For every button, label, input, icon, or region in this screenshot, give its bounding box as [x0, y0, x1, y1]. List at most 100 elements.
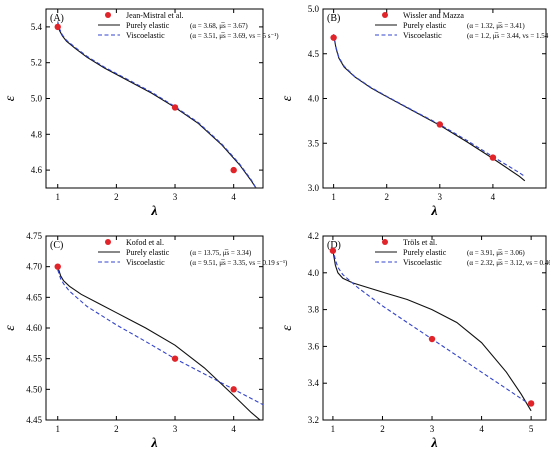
y-tick-label: 5.0: [308, 4, 320, 14]
legend-param: (α = 1.32, μ̅s = 3.41): [467, 22, 525, 30]
viscoelastic-line: [333, 33, 526, 177]
data-point: [171, 104, 179, 111]
y-tick-label: 4.0: [308, 94, 320, 104]
legend-param: (α = 1.2, μ̅s = 3.44, vs = 1.54 s⁻¹): [467, 32, 550, 40]
viscoelastic-line: [332, 248, 532, 406]
x-tick-label: 2: [380, 424, 385, 434]
legend-param: (α = 3.51, μ̅s = 3.69, vs = 5 s⁻¹): [190, 32, 279, 40]
y-tick-label: 3.2: [308, 415, 319, 425]
y-tick-label: 3.8: [308, 305, 320, 315]
x-tick-label: 1: [331, 424, 336, 434]
legend-marker: [382, 239, 388, 245]
legend-label: Viscoelastic: [126, 31, 165, 40]
y-axis-label: ε: [3, 325, 18, 331]
y-tick-label: 4.8: [31, 129, 43, 139]
x-tick-label: 2: [114, 424, 119, 434]
legend-marker: [382, 12, 388, 18]
y-axis-label: ε: [280, 95, 295, 101]
chart-panel: 1 2 3 4 4.6 4.8 5.0 5.2 5.4 λ ε (A) Jean-Mistral et …: [3, 8, 279, 219]
legend-label: Purely elastic: [403, 21, 447, 30]
x-tick-label: 3: [173, 424, 178, 434]
data-point: [330, 34, 337, 41]
y-tick-label: 4.70: [26, 262, 42, 272]
x-tick-label: 1: [55, 192, 60, 202]
viscoelastic-line: [57, 21, 257, 188]
legend-param: (α = 2.32, μ̅s = 3.12, vs = 0.46 s⁻¹): [467, 259, 550, 267]
legend-param: (α = 3.91, μ̅s = 3.06): [467, 249, 525, 257]
legend-label: Purely elastic: [126, 21, 170, 30]
x-axis-label: λ: [150, 436, 157, 451]
x-axis-label: λ: [430, 436, 437, 451]
purely-elastic-line: [57, 23, 257, 188]
y-tick-label: 3.0: [308, 183, 320, 193]
panel-label: (D): [327, 240, 341, 251]
legend-label: Purely elastic: [403, 248, 447, 257]
data-point: [54, 263, 61, 270]
chart-panel: 1 2 3 4 3.0 3.5 4.0 4.5 5.0 λ ε (B) Wissler and Mazz…: [280, 4, 550, 219]
data-point: [436, 121, 444, 128]
data-point: [329, 247, 337, 254]
data-point: [230, 166, 237, 174]
x-tick-label: 2: [114, 192, 119, 202]
y-axis-label: ε: [280, 325, 295, 331]
y-axis-label: ε: [3, 95, 18, 101]
x-tick-label: 1: [331, 192, 336, 202]
y-tick-label: 5.4: [31, 22, 43, 32]
legend-param: (α = 13.75, μ̅s = 3.34): [190, 249, 252, 257]
purely-elastic-line: [57, 266, 261, 420]
y-tick-label: 4.50: [26, 384, 42, 394]
legend-label: Viscoelastic: [126, 258, 165, 267]
purely-elastic-line: [332, 250, 532, 412]
y-tick-label: 3.4: [308, 378, 320, 388]
y-tick-label: 4.55: [26, 354, 42, 364]
x-tick-label: 3: [173, 192, 178, 202]
viscoelastic-line: [57, 269, 263, 406]
y-tick-label: 5.2: [31, 58, 42, 68]
x-tick-label: 1: [55, 424, 60, 434]
x-tick-label: 3: [438, 192, 443, 202]
legend-marker: [105, 239, 111, 245]
y-tick-label: 4.2: [308, 231, 319, 241]
legend-label: Kofod et al.: [126, 238, 164, 247]
panel-label: (B): [327, 13, 340, 24]
panel-label: (A): [50, 13, 64, 24]
x-tick-label: 4: [231, 424, 236, 434]
legend-marker: [105, 12, 111, 18]
legend-label: Viscoelastic: [403, 258, 442, 267]
y-tick-label: 5.0: [31, 94, 43, 104]
y-tick-label: 4.0: [308, 268, 320, 278]
x-tick-label: 4: [231, 192, 236, 202]
legend-param: (α = 3.68, μ̅s = 3.67): [190, 22, 248, 30]
x-axis-label: λ: [430, 204, 437, 219]
legend-label: Tröls et al.: [403, 238, 437, 247]
y-tick-label: 3.6: [308, 341, 320, 351]
legend-label: Wissler and Mazza: [403, 11, 464, 20]
legend-label: Viscoelastic: [403, 31, 442, 40]
data-point: [54, 23, 61, 31]
y-tick-label: 4.65: [26, 292, 42, 302]
panel-label: (C): [50, 240, 63, 251]
data-point: [527, 400, 535, 407]
legend-label: Purely elastic: [126, 248, 170, 257]
x-tick-label: 3: [430, 424, 435, 434]
chart-panel: 1 2 3 4 4.45 4.50 4.55 4.60 4.65 4.70 4.75 λ ε (C) Kof…: [3, 231, 288, 451]
plot-frame: [322, 235, 547, 421]
y-tick-label: 4.6: [31, 165, 43, 175]
y-tick-label: 4.75: [26, 231, 42, 241]
purely-elastic-line: [333, 35, 526, 182]
y-tick-label: 4.45: [26, 415, 42, 425]
y-tick-label: 3.5: [308, 138, 320, 148]
y-tick-label: 4.5: [308, 49, 320, 59]
legend-param: (α = 9.51, μ̅s = 3.35, vs = 0.19 s⁻¹): [190, 259, 288, 267]
data-point: [489, 154, 497, 161]
x-tick-label: 4: [491, 192, 496, 202]
x-axis-label: λ: [150, 204, 157, 219]
legend-label: Jean-Mistral et al.: [126, 11, 184, 20]
x-tick-label: 5: [529, 424, 534, 434]
data-point: [230, 386, 237, 393]
y-tick-label: 4.60: [26, 323, 42, 333]
data-point: [171, 355, 179, 362]
x-tick-label: 4: [479, 424, 484, 434]
data-point: [428, 335, 436, 343]
